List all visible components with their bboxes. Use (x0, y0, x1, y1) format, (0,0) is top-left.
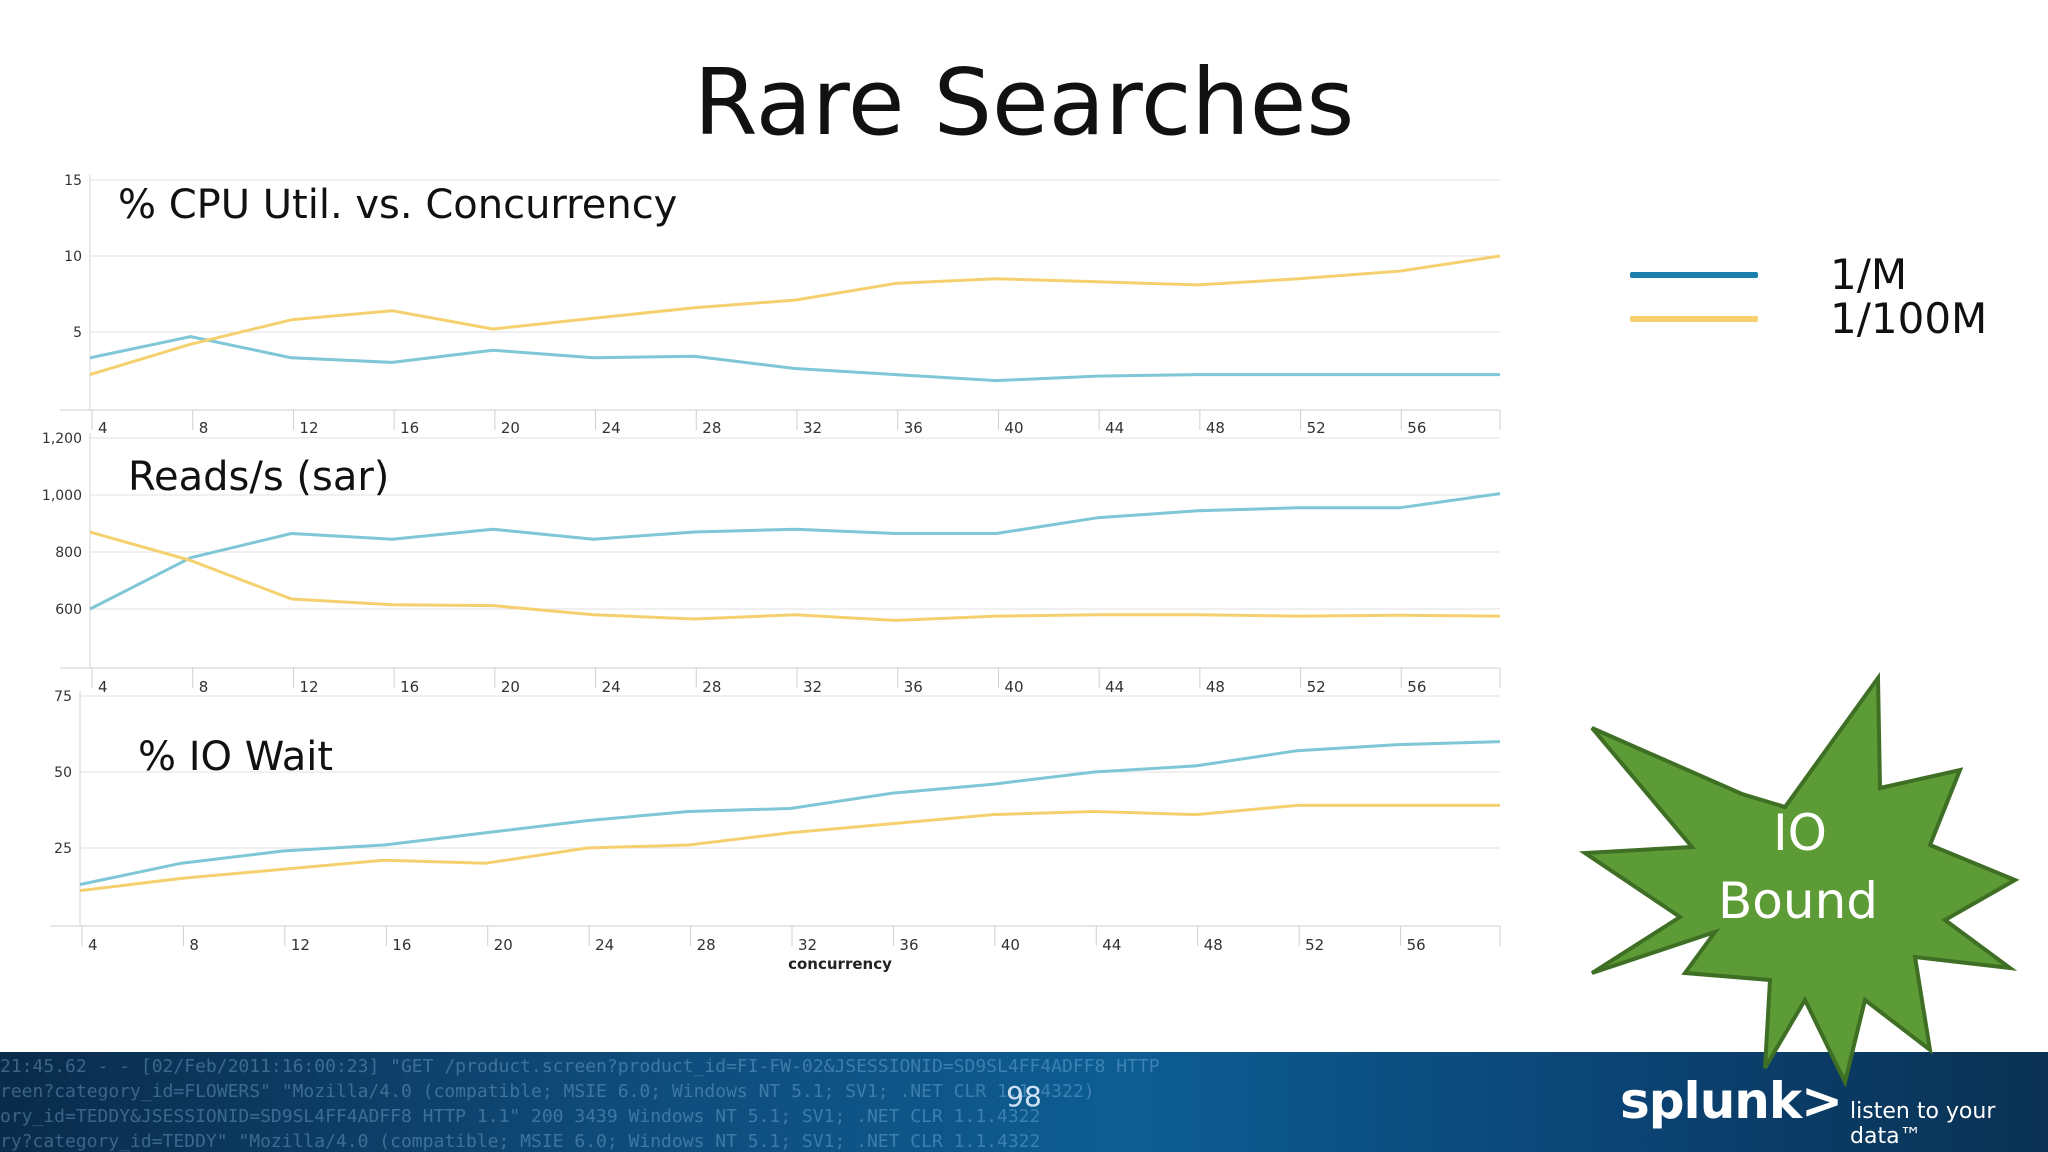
footer-log-line: reen?category_id=FLOWERS" "Mozilla/4.0 (… (0, 1081, 1095, 1102)
series-line-1-100m (89, 530, 1501, 622)
x-tick-label: 48 (1206, 678, 1225, 696)
x-tick-label: 56 (1407, 678, 1426, 696)
series-line-1-100m (79, 803, 1500, 893)
y-tick-label: 75 (54, 689, 72, 705)
x-tick-label: 4 (88, 936, 98, 954)
x-tick-label: 12 (299, 678, 318, 696)
io-bound-starburst: IO Bound (1578, 671, 2020, 1088)
x-tick-label: 36 (904, 419, 923, 437)
footer-log-line: ory_id=TEDDY&JSESSIONID=SD9SL4FF4ADFF8 H… (0, 1106, 1041, 1127)
chart-title: % IO Wait (138, 734, 333, 780)
y-tick-label: 1,000 (42, 488, 82, 504)
x-tick-label: 32 (803, 678, 822, 696)
x-tick-label: 36 (904, 678, 923, 696)
footer-log-text: 21:45.62 - - [02/Feb/2011:16:00:23] "GET… (0, 1054, 1160, 1152)
slide-title: Rare Searches (693, 49, 1355, 156)
series-line-1m (89, 335, 1500, 383)
x-tick-label: 48 (1204, 936, 1223, 954)
series-line-1m (89, 492, 1501, 611)
x-tick-label: 40 (1001, 936, 1020, 954)
x-tick-label: 28 (702, 419, 721, 437)
x-tick-label: 16 (400, 419, 419, 437)
x-tick-label: 44 (1105, 678, 1124, 696)
x-tick-label: 12 (291, 936, 310, 954)
x-tick-label: 28 (697, 936, 716, 954)
x-tick-label: 36 (899, 936, 918, 954)
x-tick-label: 20 (501, 419, 520, 437)
x-tick-label: 8 (199, 419, 209, 437)
callout-line-2: Bound (1718, 872, 1878, 930)
legend-item-1-100m: 1/100M (1630, 294, 1987, 343)
legend-swatch-1m (1630, 271, 1758, 278)
x-tick-label: 32 (798, 936, 817, 954)
x-tick-label: 16 (392, 936, 411, 954)
x-tick-label: 8 (199, 678, 209, 696)
x-tick-label: 12 (299, 419, 318, 437)
x-tick-label: 16 (400, 678, 419, 696)
series-line-1-100m (89, 254, 1501, 377)
legend-label-1m: 1/M (1830, 250, 1908, 299)
x-tick-label: 52 (1305, 936, 1324, 954)
x-axis-label: concurrency (788, 955, 892, 973)
brand: splunk> listen to your data™ (1620, 1072, 2048, 1149)
y-tick-label: 600 (55, 602, 82, 618)
page-number: 98 (1006, 1080, 1042, 1113)
chart-title: Reads/s (sar) (128, 454, 389, 500)
x-tick-label: 52 (1307, 419, 1326, 437)
y-tick-label: 5 (73, 325, 82, 341)
x-tick-label: 32 (803, 419, 822, 437)
y-tick-label: 1,200 (42, 431, 82, 447)
x-tick-label: 20 (501, 678, 520, 696)
x-tick-label: 44 (1105, 419, 1124, 437)
x-tick-label: 48 (1206, 419, 1225, 437)
x-tick-label: 28 (702, 678, 721, 696)
x-tick-label: 24 (602, 419, 621, 437)
y-tick-label: 50 (54, 765, 72, 781)
x-tick-label: 44 (1102, 936, 1121, 954)
series-line-1m (79, 740, 1501, 886)
y-tick-label: 25 (54, 841, 72, 857)
x-tick-label: 56 (1407, 936, 1426, 954)
legend-swatch-1-100m (1630, 315, 1758, 322)
x-tick-label: 4 (98, 678, 108, 696)
brand-tagline: listen to your data™ (1850, 1099, 1996, 1149)
x-tick-label: 40 (1004, 678, 1023, 696)
x-tick-label: 56 (1407, 419, 1426, 437)
footer-log-line: ry?category_id=TEDDY" "Mozilla/4.0 (comp… (0, 1131, 1041, 1152)
callout-line-1: IO (1773, 804, 1827, 862)
x-tick-label: 24 (595, 936, 614, 954)
x-tick-label: 20 (494, 936, 513, 954)
x-tick-label: 40 (1004, 419, 1023, 437)
x-tick-label: 24 (602, 678, 621, 696)
y-tick-label: 800 (55, 545, 82, 561)
y-tick-label: 15 (64, 173, 82, 189)
footer-log-line: 21:45.62 - - [02/Feb/2011:16:00:23] "GET… (0, 1056, 1160, 1077)
legend-label-1-100m: 1/100M (1830, 294, 1988, 343)
footer-banner: 21:45.62 - - [02/Feb/2011:16:00:23] "GET… (0, 1052, 2048, 1152)
x-tick-label: 52 (1307, 678, 1326, 696)
legend-item-1m: 1/M (1630, 250, 1907, 299)
chart-title: % CPU Util. vs. Concurrency (118, 182, 677, 228)
starburst-shape (1578, 671, 2020, 1088)
splunk-logo: splunk> (1620, 1072, 1843, 1130)
x-tick-label: 4 (98, 419, 108, 437)
x-tick-label: 8 (189, 936, 199, 954)
y-tick-label: 10 (64, 249, 82, 265)
